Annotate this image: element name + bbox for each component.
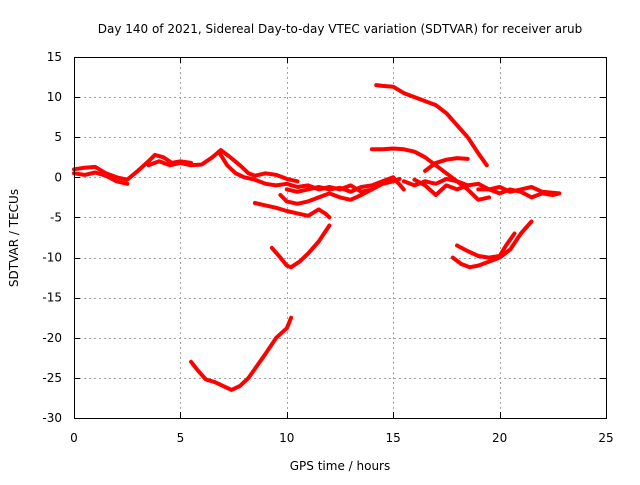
series-arc-15 (450, 219, 534, 270)
x-tick-label: 5 (177, 431, 185, 445)
series-arc-13 (476, 187, 562, 200)
series-arc-7 (278, 176, 402, 206)
y-tick-label: -10 (42, 251, 62, 265)
series-arc-12 (412, 177, 470, 197)
x-tick-label: 15 (386, 431, 401, 445)
y-tick-label: -20 (42, 331, 62, 345)
series-arc-16 (455, 231, 517, 260)
x-axis-label: GPS time / hours (290, 459, 391, 473)
y-tick-label: 0 (54, 170, 62, 184)
series-arc-14 (269, 223, 332, 270)
series-arc-6 (284, 175, 406, 194)
y-tick-label: 5 (54, 130, 62, 144)
y-axis-tick-labels: 15 10 5 0 -5 -10 -15 -20 -25 -30 (42, 50, 62, 425)
x-tick-label: 20 (492, 431, 507, 445)
data-series (72, 83, 562, 392)
series-arc-17 (189, 315, 294, 392)
axis-ticks (74, 57, 607, 419)
series-arc-2 (72, 152, 193, 182)
series-arc-8 (374, 83, 489, 168)
grid-lines (74, 57, 606, 418)
x-tick-label: 0 (70, 431, 78, 445)
series-arc-11 (423, 156, 470, 173)
y-axis-label: SDTVAR / TECUs (7, 189, 21, 287)
series-arc-3 (146, 148, 300, 184)
y-tick-label: -30 (42, 411, 62, 425)
series-arc-5 (252, 201, 332, 220)
series-arc-10 (401, 176, 562, 196)
plot-frame (74, 57, 607, 419)
series-arc-9 (369, 146, 491, 202)
x-tick-label: 25 (598, 431, 613, 445)
x-tick-label: 10 (279, 431, 294, 445)
y-tick-label: 10 (47, 90, 62, 104)
series-arc-4 (216, 149, 374, 194)
y-tick-label: -5 (50, 210, 62, 224)
chart-title: Day 140 of 2021, Sidereal Day-to-day VTE… (98, 22, 583, 36)
y-tick-label: 15 (47, 50, 62, 64)
y-tick-label: -15 (42, 291, 62, 305)
x-axis-tick-labels: 0 5 10 15 20 25 (70, 431, 613, 445)
y-tick-label: -25 (42, 371, 62, 385)
series-arc-1 (72, 170, 130, 186)
